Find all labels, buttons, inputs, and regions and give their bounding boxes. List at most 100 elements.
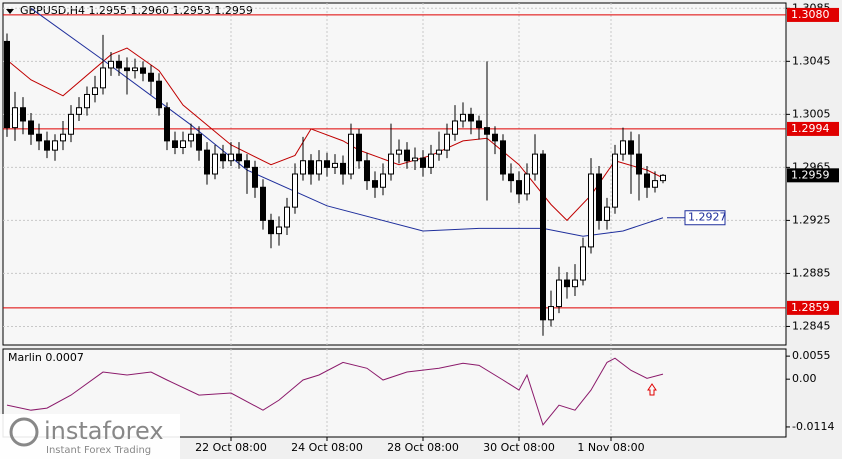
menu-triangle	[6, 9, 14, 14]
candle-body	[68, 113, 74, 135]
candle-body	[140, 67, 146, 74]
candle-body	[20, 107, 26, 122]
candle-body	[276, 226, 282, 235]
candle-body	[596, 173, 602, 221]
y-tick-label: 1.3045	[792, 54, 831, 67]
candle-body	[404, 149, 410, 162]
x-tick-label: 28 Oct 08:00	[387, 441, 459, 454]
candle-body	[548, 306, 554, 321]
y-tick-label: 0.0055	[792, 349, 831, 362]
candle-body	[564, 279, 570, 288]
candle-body	[508, 173, 514, 182]
logo-icon	[9, 417, 39, 447]
candle-body	[540, 153, 546, 321]
y-tick-label: 1.2925	[792, 213, 831, 226]
candle-body	[524, 173, 530, 195]
candle-body	[228, 153, 234, 162]
candle-body	[164, 107, 170, 142]
candle-body	[196, 133, 202, 151]
candle-body	[340, 162, 346, 175]
candle-body	[76, 107, 82, 115]
logo: instaforex Instant Forex Trading	[0, 414, 180, 459]
candle-body	[180, 140, 186, 148]
x-tick-label: 30 Oct 08:00	[483, 441, 555, 454]
y-tick-label: 0.00	[792, 372, 817, 385]
ma-label-box	[684, 210, 726, 226]
y-tick-label: 1.2845	[792, 319, 831, 332]
candle-body	[412, 157, 418, 162]
candle-body	[460, 113, 466, 122]
signal-arrow	[647, 383, 657, 396]
candle-body	[388, 153, 394, 175]
candle-body	[652, 180, 658, 188]
candle-body	[236, 153, 242, 162]
level-label-box	[787, 7, 839, 22]
candle-body	[300, 160, 306, 175]
candle-body	[148, 72, 154, 82]
last-price-label: 1.2959	[791, 168, 830, 181]
candle-body	[28, 120, 34, 135]
y-tick-label: 1.2885	[792, 266, 831, 279]
oscillator-line	[6, 357, 664, 426]
candle-body	[436, 149, 442, 155]
candle-body	[348, 133, 354, 175]
candle-body	[244, 160, 250, 168]
candle-body	[516, 180, 522, 195]
candle-body	[580, 246, 586, 281]
candle-body	[204, 149, 210, 175]
candle-body	[36, 133, 42, 142]
candle-body	[492, 133, 498, 142]
level-label: 1.3080	[791, 8, 830, 21]
candle-body	[452, 120, 458, 135]
candle-body	[60, 133, 66, 142]
ma-label: 1.2927	[688, 211, 727, 224]
candle-body	[92, 87, 98, 95]
level-label-box	[787, 300, 839, 315]
candle-body	[220, 153, 226, 162]
candle-body	[268, 219, 274, 235]
candle-body	[372, 180, 378, 188]
candle-body	[612, 153, 618, 208]
candle-body	[308, 160, 314, 175]
candle-body	[484, 127, 490, 135]
candle-body	[660, 174, 666, 182]
candle-body	[332, 162, 338, 168]
candle-body	[380, 173, 386, 188]
candle-body	[132, 67, 138, 72]
candle-body	[252, 166, 258, 188]
last-price-box	[787, 168, 839, 183]
candle-body	[396, 149, 402, 155]
candle-body	[428, 153, 434, 168]
candle-body	[420, 157, 426, 168]
level-label-box	[787, 121, 839, 136]
candle-body	[628, 140, 634, 155]
candle-body	[620, 140, 626, 155]
candle-body	[260, 186, 266, 221]
candle-body	[4, 40, 10, 129]
candle-body	[44, 140, 50, 151]
candle-body	[572, 279, 578, 288]
candle-body	[364, 160, 370, 182]
candle-body	[212, 153, 218, 175]
x-tick-label: 1 Nov 08:00	[577, 441, 644, 454]
candle-body	[108, 60, 114, 69]
candle-body	[500, 140, 506, 175]
candle-body	[100, 67, 106, 89]
y-tick-label: -0.0114	[792, 420, 834, 433]
candle-body	[532, 153, 538, 175]
candle-body	[156, 80, 162, 109]
candle-body	[556, 279, 562, 308]
candle-body	[588, 173, 594, 248]
candle-body	[324, 160, 330, 168]
candle-body	[468, 113, 474, 122]
plot-layer: 1.30851.30451.30051.29651.29251.28851.28…	[3, 1, 839, 454]
candle-body	[476, 120, 482, 129]
main-panel	[2, 2, 787, 346]
y-tick-label: 1.3005	[792, 107, 831, 120]
logo-text: instaforex	[44, 417, 164, 445]
level-label: 1.2859	[791, 301, 830, 314]
candle-body	[356, 133, 362, 162]
level-label: 1.2994	[791, 122, 830, 135]
